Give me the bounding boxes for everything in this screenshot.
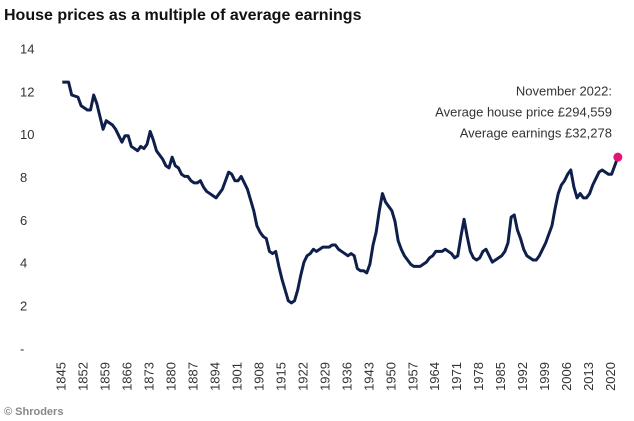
- x-tick-label: 1852: [76, 362, 91, 391]
- y-tick-label: 12: [20, 84, 34, 99]
- x-tick-label: 1999: [537, 362, 552, 391]
- x-tick-label: 1978: [471, 362, 486, 391]
- x-tick-label: 1964: [427, 362, 442, 391]
- x-tick-label: 1936: [339, 362, 354, 391]
- x-tick-label: 1915: [273, 362, 288, 391]
- x-tick-label: 2013: [581, 362, 596, 391]
- footer: © Shroders: [4, 406, 63, 418]
- y-tick-label: 14: [20, 41, 34, 56]
- x-tick-label: 1866: [120, 362, 135, 391]
- x-tick-label: 1950: [383, 362, 398, 391]
- y-tick-label: 8: [20, 170, 27, 185]
- x-tick-label: 2020: [603, 362, 618, 391]
- x-tick-label: 1971: [449, 362, 464, 391]
- x-tick-label: 1845: [54, 362, 69, 391]
- x-tick-label: 1957: [405, 362, 420, 391]
- y-tick-label: 2: [20, 299, 27, 314]
- x-tick-label: 1901: [229, 362, 244, 391]
- x-tick-label: 1992: [515, 362, 530, 391]
- x-tick-label: 1873: [142, 362, 157, 391]
- x-tick-label: 1887: [186, 362, 201, 391]
- y-tick-label: -: [20, 341, 24, 356]
- annotation: Average house price £294,559: [435, 104, 612, 119]
- y-tick-label: 4: [20, 256, 27, 271]
- x-tick-label: 1859: [98, 362, 113, 391]
- y-tick-label: 10: [20, 127, 34, 142]
- x-tick-label: 2006: [559, 362, 574, 391]
- annotation: November 2022:: [516, 83, 612, 98]
- x-tick-label: 1894: [208, 362, 223, 391]
- y-tick-label: 6: [20, 213, 27, 228]
- x-tick-label: 1985: [493, 362, 508, 391]
- highlight-point: [613, 152, 623, 162]
- line: [62, 80, 620, 305]
- x-tick-label: 1922: [295, 362, 310, 391]
- x-tick-label: 1880: [164, 362, 179, 391]
- x-tick-label: 1943: [361, 362, 376, 391]
- annotation: Average earnings £32,278: [460, 125, 612, 140]
- x-tick-label: 1908: [251, 362, 266, 391]
- x-tick-label: 1929: [317, 362, 332, 391]
- chart-title: House prices as a multiple of average ea…: [4, 7, 362, 24]
